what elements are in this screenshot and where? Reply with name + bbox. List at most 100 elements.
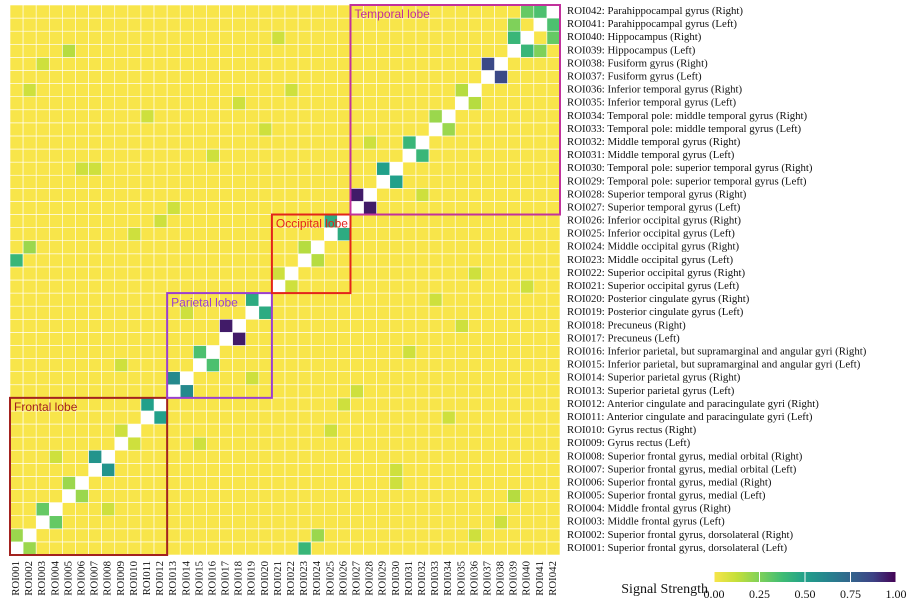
heatmap-cell: [193, 266, 207, 281]
heatmap-cell: [127, 122, 142, 137]
heatmap-cell: [166, 266, 181, 281]
heatmap-cell: [363, 83, 377, 97]
heatmap-cell: [75, 449, 89, 464]
heatmap-cell: [101, 240, 116, 255]
heatmap-cell: [179, 30, 194, 45]
heatmap-cell: [232, 502, 247, 517]
heatmap-cell: [520, 371, 535, 386]
heatmap-cell: [520, 266, 535, 281]
heatmap-cell: [22, 436, 37, 451]
heatmap-cell: [127, 476, 142, 490]
heatmap-cell: [219, 410, 233, 425]
heatmap-cell: [481, 384, 495, 399]
column-label: ROI016: [206, 560, 218, 595]
heatmap-cell: [101, 358, 116, 372]
heatmap-cell: [376, 201, 391, 215]
heatmap-cell: [454, 371, 469, 386]
heatmap-cell: [35, 279, 50, 294]
heatmap-cell: [22, 174, 37, 189]
heatmap-cell: [520, 318, 535, 333]
heatmap-cell: [179, 463, 194, 477]
heatmap-cell: [88, 17, 102, 32]
heatmap-cell: [35, 43, 50, 58]
heatmap-cell: [507, 384, 522, 399]
heatmap-cell: [402, 423, 417, 438]
heatmap-cell: [22, 253, 37, 268]
heatmap-cell: [22, 476, 37, 490]
heatmap-cell: [428, 358, 443, 372]
heatmap-cell: [75, 358, 89, 372]
heatmap-cell: [310, 253, 325, 268]
heatmap-cell: [363, 214, 377, 228]
heatmap-cell: [88, 502, 102, 517]
heatmap-cell: [140, 463, 155, 477]
heatmap-cell: [494, 332, 508, 346]
heatmap-cell: [258, 384, 273, 399]
heatmap-cell: [101, 266, 116, 281]
heatmap-cell: [101, 384, 116, 399]
heatmap-cell: [9, 148, 24, 163]
heatmap-cell: [206, 279, 220, 294]
heatmap-cell: [258, 423, 273, 438]
heatmap-cell: [62, 43, 76, 58]
heatmap-cell: [454, 4, 469, 19]
heatmap-cell: [127, 345, 142, 359]
heatmap-cell: [284, 17, 299, 32]
heatmap-cell: [402, 43, 417, 58]
heatmap-cell: [101, 96, 116, 111]
heatmap-cell: [376, 489, 391, 503]
heatmap-cell: [153, 266, 168, 281]
heatmap-cell: [428, 449, 443, 464]
heatmap-cell: [454, 201, 469, 215]
heatmap-cell: [179, 214, 194, 228]
heatmap-cell: [297, 423, 312, 438]
heatmap-cell: [9, 43, 24, 58]
heatmap-cell: [101, 371, 116, 386]
heatmap-cell: [88, 318, 102, 333]
heatmap-cell: [258, 4, 273, 19]
heatmap-cell: [206, 253, 220, 268]
heatmap-cell: [127, 489, 142, 503]
heatmap-cell: [468, 4, 482, 19]
heatmap-cell: [468, 17, 482, 32]
heatmap-cell: [166, 135, 181, 150]
column-label: ROI006: [76, 560, 88, 595]
heatmap-cell: [232, 345, 247, 359]
heatmap-cell: [232, 227, 247, 242]
heatmap-cell: [376, 541, 391, 556]
row-label: ROI035: Inferior temporal gyrus (Left): [567, 97, 737, 109]
heatmap-cell: [376, 30, 391, 45]
heatmap-cell: [9, 528, 24, 543]
heatmap-cell: [546, 489, 561, 503]
heatmap-cell: [232, 201, 247, 215]
heatmap-cell: [22, 109, 37, 124]
heatmap-cell: [114, 214, 129, 228]
heatmap-cell: [206, 449, 220, 464]
heatmap-cell: [62, 122, 76, 137]
heatmap-cell: [389, 515, 404, 530]
heatmap-cell: [22, 489, 37, 503]
heatmap-cell: [494, 358, 508, 372]
heatmap-cell: [232, 266, 247, 281]
heatmap-cell: [284, 148, 299, 163]
heatmap-cell: [166, 43, 181, 58]
heatmap-cell: [75, 240, 89, 255]
heatmap-cell: [389, 528, 404, 543]
heatmap-cell: [350, 253, 364, 268]
heatmap-cell: [140, 227, 155, 242]
heatmap-cell: [219, 201, 233, 215]
heatmap-cell: [193, 30, 207, 45]
heatmap-cell: [533, 227, 548, 242]
heatmap-cell: [481, 214, 495, 228]
row-label: ROI017: Precuneus (Left): [567, 332, 680, 344]
heatmap-cell: [284, 463, 299, 477]
heatmap-cell: [219, 227, 233, 242]
heatmap-cell: [206, 266, 220, 281]
heatmap-cell: [415, 96, 430, 111]
heatmap-cell: [297, 305, 312, 320]
heatmap-cell: [88, 423, 102, 438]
heatmap-cell: [546, 279, 561, 294]
heatmap-cell: [219, 266, 233, 281]
heatmap-cell: [389, 174, 404, 189]
heatmap-cell: [376, 476, 391, 490]
